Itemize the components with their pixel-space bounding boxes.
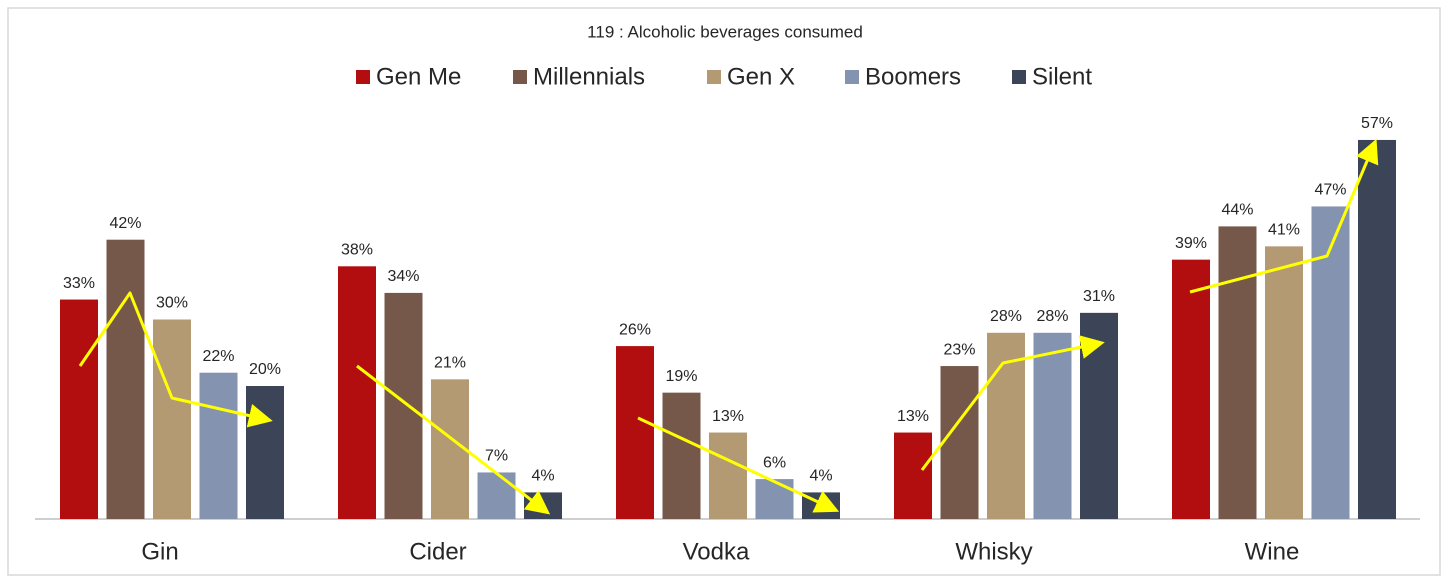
bar bbox=[894, 432, 932, 519]
value-label: 6% bbox=[763, 454, 786, 471]
bar bbox=[199, 372, 238, 519]
bar bbox=[709, 432, 747, 519]
value-label: 13% bbox=[897, 408, 929, 425]
bar bbox=[153, 319, 191, 519]
bar bbox=[384, 292, 423, 519]
bar bbox=[338, 266, 376, 519]
value-label: 26% bbox=[619, 321, 651, 338]
bar bbox=[1080, 312, 1118, 519]
bar bbox=[246, 386, 284, 519]
bar bbox=[106, 239, 145, 519]
legend-label: Gen X bbox=[727, 63, 795, 90]
value-label: 38% bbox=[341, 242, 373, 259]
trend-arrow bbox=[637, 416, 840, 513]
bar bbox=[477, 472, 516, 519]
value-label: 4% bbox=[809, 468, 832, 485]
bar bbox=[1358, 139, 1396, 519]
value-label: 23% bbox=[943, 341, 975, 358]
bar bbox=[1311, 206, 1350, 519]
legend-swatch bbox=[707, 70, 721, 84]
legend-label: Gen Me bbox=[376, 63, 461, 90]
value-label: 47% bbox=[1314, 182, 1346, 199]
legend-label: Silent bbox=[1032, 63, 1092, 90]
value-label: 33% bbox=[63, 275, 95, 292]
value-label: 39% bbox=[1175, 235, 1207, 252]
trend-arrow bbox=[78, 291, 273, 428]
legend-label: Millennials bbox=[533, 63, 645, 90]
x-tick-label: Gin bbox=[141, 538, 178, 565]
value-label: 20% bbox=[249, 361, 281, 378]
chart-border bbox=[7, 7, 1441, 576]
value-label: 19% bbox=[665, 368, 697, 385]
bar bbox=[1172, 259, 1210, 519]
trend-arrow bbox=[356, 364, 551, 515]
x-tick-label: Cider bbox=[409, 538, 466, 565]
bar bbox=[755, 479, 794, 519]
bar bbox=[1265, 246, 1303, 519]
legend-swatch bbox=[356, 70, 370, 84]
legend-swatch bbox=[1012, 70, 1026, 84]
bar bbox=[616, 346, 654, 519]
trend-arrow bbox=[1189, 138, 1379, 294]
bar bbox=[1218, 226, 1257, 519]
value-label: 7% bbox=[485, 448, 508, 465]
x-tick-label: Vodka bbox=[683, 538, 750, 565]
chart-title: 119 : Alcoholic beverages consumed bbox=[587, 22, 863, 41]
value-label: 31% bbox=[1083, 288, 1115, 305]
x-tick-label: Wine bbox=[1245, 538, 1300, 565]
bar bbox=[60, 299, 98, 519]
legend-swatch bbox=[513, 70, 527, 84]
value-label: 22% bbox=[202, 348, 234, 365]
legend-swatch bbox=[845, 70, 859, 84]
value-label: 44% bbox=[1221, 202, 1253, 219]
value-label: 13% bbox=[712, 408, 744, 425]
value-label: 28% bbox=[1036, 308, 1068, 325]
trend-arrow bbox=[920, 335, 1105, 471]
x-tick-label: Whisky bbox=[955, 538, 1032, 565]
bar bbox=[940, 366, 979, 519]
value-label: 21% bbox=[434, 355, 466, 372]
value-label: 28% bbox=[990, 308, 1022, 325]
bar bbox=[662, 392, 701, 519]
legend-label: Boomers bbox=[865, 63, 961, 90]
value-label: 57% bbox=[1361, 115, 1393, 132]
trend-arrows bbox=[78, 138, 1379, 515]
value-label: 42% bbox=[109, 215, 141, 232]
value-label: 4% bbox=[531, 468, 554, 485]
value-label: 30% bbox=[156, 295, 188, 312]
bar bbox=[524, 492, 562, 519]
value-label: 41% bbox=[1268, 222, 1300, 239]
bar bbox=[1033, 332, 1072, 519]
bar bbox=[431, 379, 469, 519]
plot-area: 33% 42% 30% 22% 20% 38% 34% 21% 7% 4% 26% 19% 13% 6% 4… bbox=[60, 115, 1396, 519]
value-label: 34% bbox=[387, 268, 419, 285]
